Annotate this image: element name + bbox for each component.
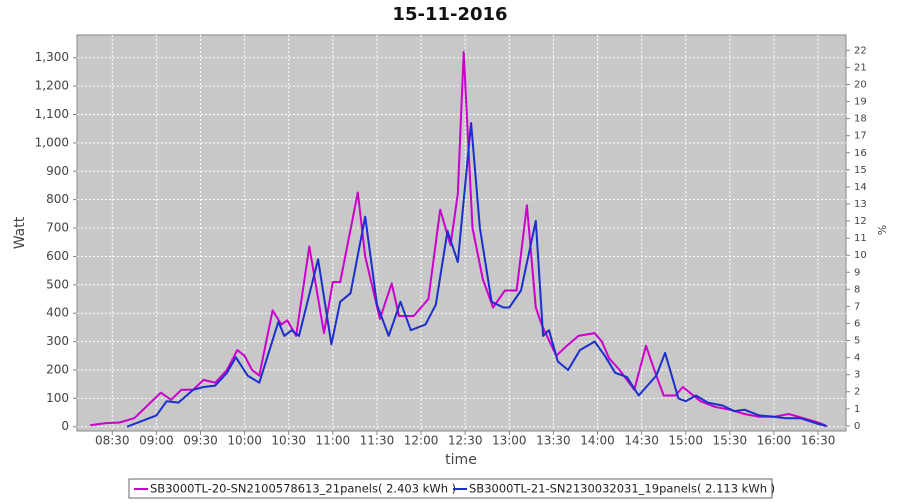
y2-tick-label: 8 [854, 284, 860, 295]
y-tick-label: 300 [46, 334, 69, 348]
y2-tick-label: 3 [854, 370, 860, 381]
x-tick-label: 12:30 [448, 434, 483, 448]
x-tick-label: 10:30 [271, 434, 306, 448]
x-tick-label: 09:30 [183, 434, 218, 448]
x-tick-label: 09:00 [139, 434, 174, 448]
y-axis-label: Watt [12, 216, 28, 249]
x-tick-label: 15:30 [713, 434, 748, 448]
y2-tick-label: 4 [854, 353, 860, 364]
y2-tick-label: 21 [854, 62, 867, 73]
x-tick-label: 14:00 [580, 434, 615, 448]
y-tick-label: 600 [46, 249, 69, 263]
y-tick-label: 800 [46, 192, 69, 206]
y-tick-label: 700 [46, 221, 69, 235]
x-tick-label: 08:30 [95, 434, 130, 448]
x-tick-label: 13:30 [536, 434, 571, 448]
y-tick-label: 1,200 [35, 79, 69, 93]
x-tick-label: 13:00 [492, 434, 527, 448]
x-tick-label: 16:30 [801, 434, 836, 448]
x-tick-label: 14:30 [624, 434, 659, 448]
y-tick-label: 1,300 [35, 50, 69, 64]
y-tick-label: 1,000 [35, 135, 69, 149]
y2-tick-label: 11 [854, 233, 867, 244]
y2-axis-label: % [875, 225, 888, 235]
y2-tick-label: 17 [854, 131, 867, 142]
y-tick-label: 200 [46, 362, 69, 376]
y2-tick-label: 16 [854, 148, 867, 159]
x-tick-label: 11:00 [316, 434, 351, 448]
chart-title: 15-11-2016 [392, 4, 507, 25]
y2-tick-label: 14 [854, 182, 867, 193]
y2-tick-label: 15 [854, 165, 867, 176]
legend-label: SB3000TL-21-SN2130032031_19panels( 2.113… [469, 482, 775, 496]
y2-tick-label: 13 [854, 199, 867, 210]
y2-tick-label: 18 [854, 114, 867, 125]
y2-tick-label: 0 [854, 421, 860, 432]
y2-tick-label: 19 [854, 97, 867, 108]
y2-tick-label: 20 [854, 80, 867, 91]
y-tick-label: 1,100 [35, 107, 69, 121]
y-tick-label: 100 [46, 391, 69, 405]
y2-tick-label: 12 [854, 216, 867, 227]
x-tick-label: 16:00 [757, 434, 792, 448]
x-axis-label: time [445, 452, 477, 468]
x-tick-label: 11:30 [360, 434, 395, 448]
series-line [126, 122, 828, 428]
x-tick-label: 15:00 [668, 434, 703, 448]
y2-tick-label: 5 [854, 336, 860, 347]
y2-tick-label: 7 [854, 301, 860, 312]
y-tick-label: 0 [61, 419, 69, 433]
y-tick-label: 500 [46, 277, 69, 291]
y2-tick-label: 10 [854, 250, 867, 261]
y-tick-label: 400 [46, 306, 69, 320]
y2-tick-label: 2 [854, 387, 860, 398]
y-tick-label: 900 [46, 164, 69, 178]
y2-tick-label: 1 [854, 404, 860, 415]
y2-tick-label: 9 [854, 267, 860, 278]
legend-label: SB3000TL-20-SN2100578613_21panels( 2.403… [150, 482, 456, 496]
x-tick-label: 12:00 [404, 434, 439, 448]
legend [128, 478, 773, 499]
x-tick-label: 10:00 [227, 434, 262, 448]
y2-tick-label: 22 [854, 45, 867, 56]
y2-tick-label: 6 [854, 318, 860, 329]
